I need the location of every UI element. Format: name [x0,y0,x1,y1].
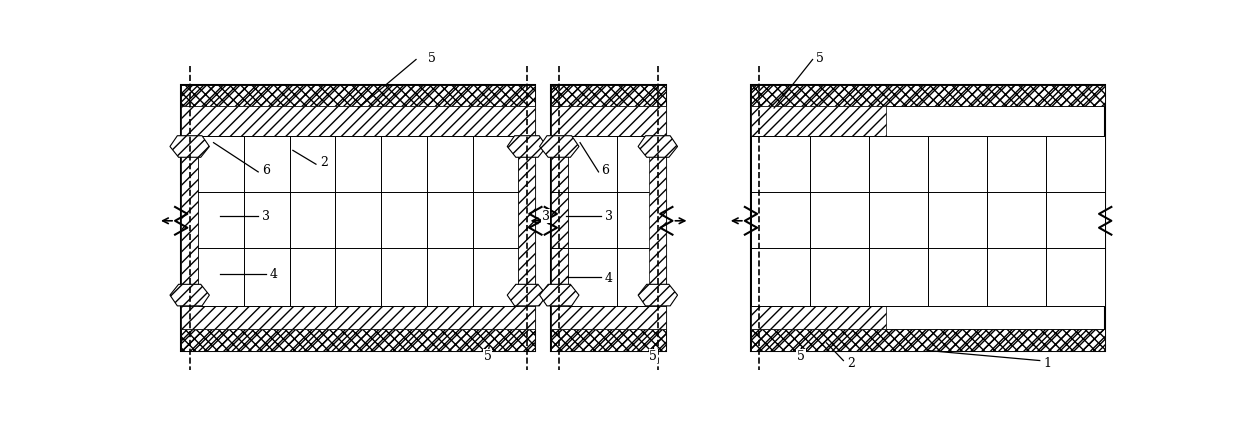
Bar [181,136,198,306]
Bar [869,136,928,306]
Bar [198,136,244,306]
Bar [181,329,536,351]
Bar [751,306,885,329]
Bar [1047,136,1105,306]
Bar [181,86,536,351]
Bar [551,86,666,107]
Polygon shape [170,136,210,158]
Text: 5: 5 [816,52,825,65]
Bar [181,107,536,136]
Bar [181,86,536,107]
Text: 6: 6 [601,164,609,177]
Bar [551,107,666,136]
Bar [751,136,810,306]
Polygon shape [170,285,210,306]
Bar [568,136,666,306]
Bar [551,329,666,351]
Bar [290,136,335,306]
Bar [751,107,885,136]
Bar [551,136,568,306]
Bar [472,136,518,306]
Text: 3: 3 [605,210,613,223]
Text: 5: 5 [797,350,805,363]
Text: 5: 5 [428,52,435,65]
Bar [987,136,1047,306]
Text: 3: 3 [262,210,270,223]
Bar [181,306,536,329]
Polygon shape [639,136,677,158]
Text: 2: 2 [320,156,327,169]
Polygon shape [539,285,579,306]
Bar [244,136,290,306]
Text: 6: 6 [262,164,270,177]
Bar [751,329,1105,351]
Bar [751,329,1105,351]
Bar [551,306,666,329]
Polygon shape [539,136,579,158]
Bar [551,86,666,107]
Bar [751,86,1105,107]
Polygon shape [639,285,677,306]
Bar [751,86,1105,107]
Text: 1: 1 [1044,356,1052,369]
Bar [928,136,987,306]
Bar [551,329,666,351]
Bar [810,136,869,306]
Bar [650,136,666,306]
Text: 2: 2 [847,356,856,369]
Text: 5: 5 [484,350,491,363]
Bar [551,86,666,351]
Bar [518,136,536,306]
Bar [381,136,427,306]
Text: 4: 4 [270,268,278,280]
Bar [751,86,1105,351]
Bar [335,136,381,306]
Bar [181,86,536,107]
Text: 4: 4 [605,271,613,284]
Bar [427,136,472,306]
Bar [181,329,536,351]
Text: 5: 5 [650,350,657,363]
Polygon shape [507,136,547,158]
Polygon shape [507,285,547,306]
Text: 3: 3 [542,210,549,223]
